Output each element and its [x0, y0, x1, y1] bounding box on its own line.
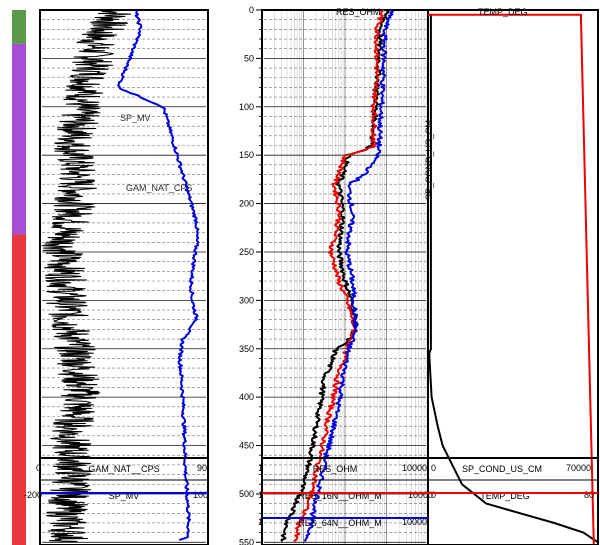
- curve-sp-cond-us-cm: [428, 14, 599, 544]
- depth-tick-label: 500: [239, 489, 254, 499]
- scale-curve-name: RES_64N__OHM_M: [298, 518, 382, 528]
- scale-right-value: 10000: [402, 463, 427, 473]
- depth-tick-label: 50: [244, 53, 254, 63]
- zone-band-2: [12, 234, 26, 545]
- curve-res-ohm: [280, 9, 390, 542]
- scale-left-value: 1: [258, 463, 263, 473]
- depth-axis: 0 50 100 150 200 250 300 350 400 450 500 550: [239, 5, 262, 545]
- curve-res-16n-ohm-m: [293, 9, 385, 543]
- annotation-gam-nat-cps: GAM_NAT_CPS: [126, 183, 192, 193]
- scale-row-temp-deg: 0 TEMP_DEG 80: [428, 490, 598, 501]
- header-temp-deg: TEMP_DEG: [478, 7, 528, 17]
- scale-right-value: 10000: [408, 490, 433, 500]
- track-3-frame: [427, 9, 599, 545]
- depth-tick-label: 550: [239, 537, 254, 545]
- depth-tick-label: 300: [239, 295, 254, 305]
- curve-res-64n-ohm-m: [303, 9, 394, 542]
- scale-left-value: 0: [36, 463, 41, 473]
- scale-left-value: 0: [431, 463, 436, 473]
- scale-right-value: 100: [193, 490, 208, 500]
- scale-row-sp-cond: 0 SP_COND_US_CM 70000: [428, 463, 598, 481]
- scale-left-value: 1: [258, 490, 263, 500]
- scale-row-res-64n: 1 RES_64N__OHM_M 10000: [258, 517, 428, 528]
- curves: [41, 9, 599, 545]
- curve-temp-deg: [428, 13, 595, 545]
- depth-tick-label: 150: [239, 150, 254, 160]
- depth-tick-label: 200: [239, 199, 254, 209]
- scale-panel: 0 GAM_NAT__CPS 90 -200 SP_MV 100 1 RES_O…: [24, 457, 599, 545]
- header-sp-cond-vertical: SP_COND_US_CM: [424, 120, 434, 200]
- scale-right-value: 90: [197, 463, 207, 473]
- depth-tick-label: 0: [249, 5, 254, 15]
- scale-curve-name: GAM_NAT__CPS: [88, 464, 159, 474]
- curve-sp-mv: [117, 9, 200, 541]
- scale-box-track1: [39, 457, 209, 545]
- annotation-sp-mv: SP_MV: [120, 113, 151, 123]
- scale-left-value: 1: [258, 517, 263, 527]
- depth-tick-label: 400: [239, 392, 254, 402]
- scale-curve-name: SP_COND_US_CM: [462, 464, 542, 474]
- scale-left-value: -200: [24, 490, 42, 500]
- scale-right-value: 80: [584, 490, 594, 500]
- scale-curve-name: TEMP_DEG: [480, 491, 530, 501]
- depth-tick-label: 450: [239, 441, 254, 451]
- zone-band-1: [12, 43, 26, 235]
- depth-tick-label: 100: [239, 102, 254, 112]
- lithology-zone-column: [12, 10, 26, 545]
- scale-row-res-16n: 1 RES_16N__OHM_M 10000: [258, 490, 433, 501]
- track-1-frame: [39, 9, 209, 545]
- scale-box-track3: [427, 457, 599, 545]
- scale-curve-name: RES_16N__OHM_M: [298, 491, 382, 501]
- scale-row-gam-nat: 0 GAM_NAT__CPS 90: [36, 463, 208, 481]
- scale-row-sp-mv: -200 SP_MV 100: [24, 490, 208, 501]
- zone-band-0: [12, 10, 26, 44]
- scale-curve-name: SP_MV: [109, 491, 140, 501]
- scale-row-res-ohm: 1 RES_OHM 10000: [258, 463, 428, 481]
- header-res-ohm: RES_OHM: [336, 7, 381, 17]
- depth-tick-label: 250: [239, 247, 254, 257]
- curve-gam-nat-cps: [41, 9, 132, 543]
- scale-curve-name: RES_OHM: [313, 464, 358, 474]
- scale-right-value: 70000: [566, 463, 591, 473]
- depth-tick-label: 350: [239, 344, 254, 354]
- scale-left-value: 0: [431, 490, 436, 500]
- scale-right-value: 10000: [402, 517, 427, 527]
- grid-lines: [42, 10, 427, 545]
